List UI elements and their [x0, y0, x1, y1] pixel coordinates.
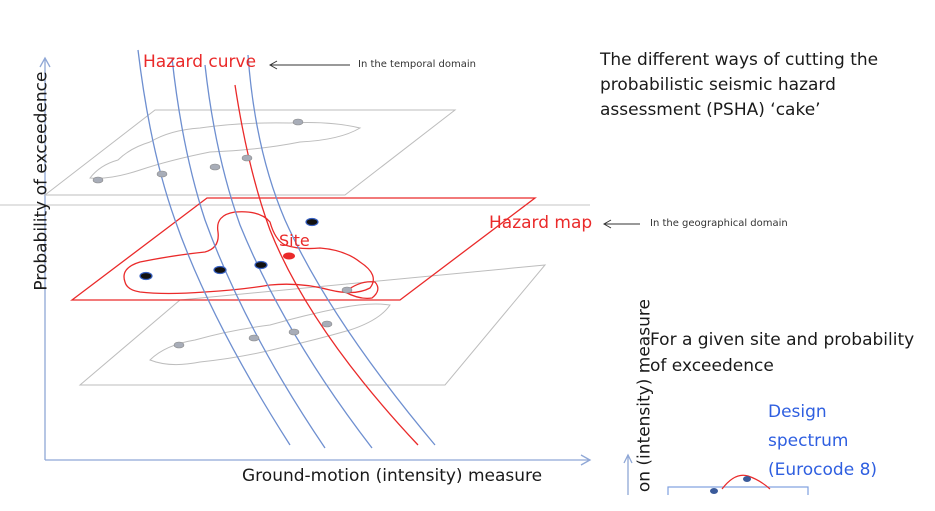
- inset-point: [743, 476, 751, 482]
- hazard-curve-4: [247, 54, 436, 446]
- temporal-domain-note: In the temporal domain: [358, 59, 476, 70]
- hazard-curve-2: [171, 57, 326, 449]
- point-black: [139, 271, 153, 281]
- hazard-curve-1: [137, 49, 291, 446]
- inset-box: [667, 486, 809, 495]
- point-gray: [292, 118, 304, 126]
- point-black: [213, 265, 227, 275]
- hazard-curve-red: [234, 84, 419, 446]
- point-gray: [156, 170, 168, 178]
- geographical-domain-note: In the geographical domain: [650, 218, 788, 229]
- lower-plane-region: [149, 303, 391, 366]
- point-gray: [341, 286, 353, 294]
- upper-plane-region: [89, 122, 362, 179]
- gray-planes: [43, 109, 547, 386]
- hazard-map-region: [123, 211, 374, 295]
- hazard-curves: [137, 49, 436, 449]
- main-axes: [39, 56, 592, 466]
- x-axis-arrow: [580, 454, 592, 466]
- hazard-map-outline: [70, 197, 537, 301]
- inset-point: [710, 488, 718, 494]
- site-point: [283, 252, 295, 260]
- y-axis-arrow: [39, 56, 51, 68]
- point-black: [305, 217, 319, 227]
- hazard-map-plane: [70, 197, 537, 301]
- design-spectrum-label: Design spectrum (Eurocode 8): [768, 402, 878, 480]
- gray-points: [92, 118, 353, 349]
- upper-plane: [43, 109, 457, 196]
- given-site-note: For a given site and probability of exce…: [650, 330, 915, 376]
- y-axis-label: Probability of exceedence: [31, 71, 52, 291]
- hazard-map-region-2: [343, 281, 379, 300]
- inset-plot: [623, 453, 809, 495]
- inset-spectrum-curve: [721, 474, 771, 490]
- point-gray: [248, 334, 260, 342]
- hazard-map-label: Hazard map: [489, 213, 593, 233]
- point-gray: [173, 341, 185, 349]
- map-points: [139, 217, 319, 281]
- hazard-curve-label: Hazard curve: [143, 52, 257, 72]
- point-gray: [92, 176, 104, 184]
- geo-arrow-head: [602, 219, 612, 229]
- hazard-curve-3: [204, 64, 373, 449]
- psha-diagram: [0, 49, 809, 495]
- point-gray: [321, 320, 333, 328]
- point-gray: [209, 163, 221, 171]
- annotation-arrows: [268, 60, 640, 229]
- inset-y-axis-label: on (intensity) measure: [634, 299, 655, 493]
- temporal-arrow-head: [268, 60, 278, 70]
- point-gray: [241, 154, 253, 162]
- point-black: [254, 260, 268, 270]
- point-gray: [288, 328, 300, 336]
- site-label: Site: [279, 231, 310, 250]
- inset-y-arrow: [623, 453, 633, 464]
- diagram-title: The different ways of cutting the probab…: [600, 50, 879, 120]
- lower-plane: [78, 264, 547, 386]
- x-axis-label: Ground-motion (intensity) measure: [242, 466, 543, 486]
